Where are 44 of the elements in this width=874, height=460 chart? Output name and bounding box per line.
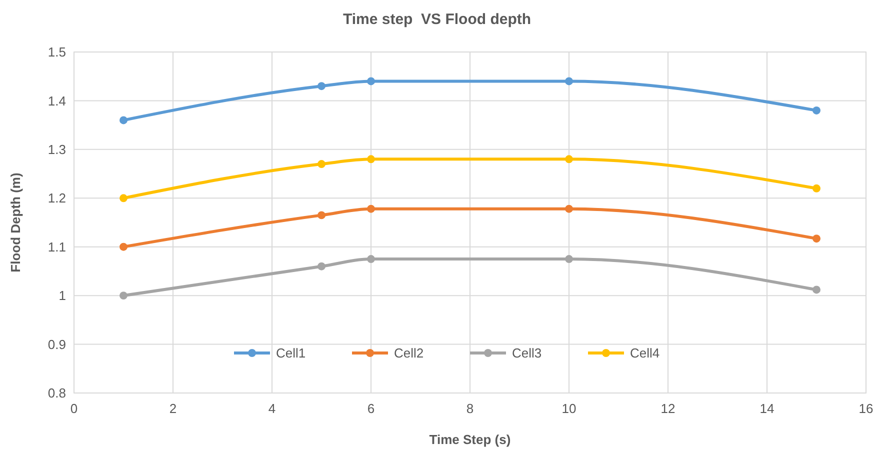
x-tick-label: 2 <box>169 401 177 416</box>
point <box>318 211 326 220</box>
point <box>565 204 573 213</box>
point <box>367 204 375 213</box>
y-tick-label: 1.2 <box>48 190 66 206</box>
y-tick-label: 1.5 <box>48 44 66 60</box>
x-tick-label: 8 <box>466 401 474 416</box>
y-axis-title: Flood Depth (m) <box>8 172 23 272</box>
point <box>318 262 326 270</box>
legend-label: Cell2 <box>394 346 424 361</box>
y-tick-label: 0.9 <box>48 336 66 352</box>
point <box>367 77 375 86</box>
legend-label: Cell4 <box>630 346 660 361</box>
point <box>565 155 573 164</box>
x-tick-label: 16 <box>858 401 874 416</box>
point <box>318 82 326 90</box>
point <box>120 292 128 300</box>
y-tick-label: 1.3 <box>48 142 66 157</box>
point <box>120 194 128 202</box>
x-tick-label: 12 <box>660 401 676 416</box>
point <box>812 286 820 294</box>
point <box>367 255 375 264</box>
y-tick-label: 1.4 <box>48 93 66 108</box>
x-tick-label: 6 <box>367 401 375 416</box>
point <box>812 234 820 243</box>
x-tick-label: 0 <box>70 401 78 416</box>
y-tick-label: 0.8 <box>48 386 66 401</box>
x-tick-label: 4 <box>268 401 276 416</box>
y-tick-label: 1 <box>58 288 66 304</box>
legend-label: Cell1 <box>276 346 306 361</box>
point <box>318 160 326 168</box>
legend-label: Cell3 <box>512 346 542 361</box>
point <box>565 255 573 264</box>
point <box>120 116 128 124</box>
point <box>367 155 375 164</box>
x-tick-label: 14 <box>760 401 774 416</box>
x-tick-label: 10 <box>562 401 576 416</box>
y-tick-label: 1.1 <box>48 239 66 254</box>
point <box>812 106 820 114</box>
point <box>120 242 128 251</box>
x-axis-title: Time Step (s) <box>429 432 511 447</box>
point <box>565 77 573 86</box>
point <box>812 184 820 192</box>
chart-title: Time step VS Flood depth <box>342 11 532 28</box>
